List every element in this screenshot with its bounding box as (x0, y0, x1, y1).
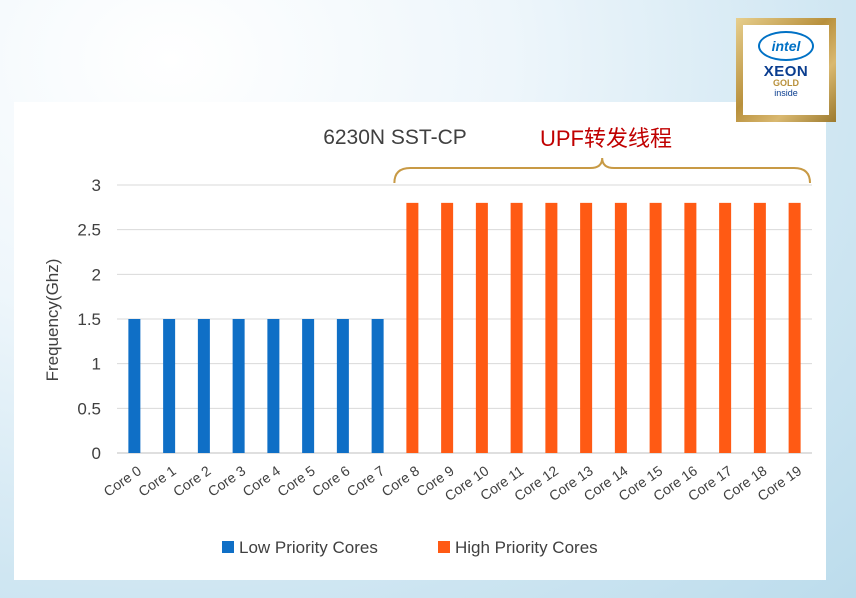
badge-inner: intel XEON GOLD inside (743, 25, 829, 115)
y-tick-label: 3 (92, 176, 101, 195)
x-tick-label: Core 1 (135, 462, 179, 499)
bar-core-16 (684, 202, 697, 453)
bar-core-18 (753, 202, 766, 453)
x-tick-label: Core 8 (378, 462, 422, 499)
chart-title: 6230N SST-CP (323, 126, 467, 149)
bar-core-15 (649, 202, 662, 453)
bar-core-6 (336, 319, 349, 453)
bar-core-1 (163, 319, 176, 453)
bars (128, 202, 801, 453)
inside-label: inside (774, 88, 798, 98)
y-tick-label: 1 (92, 355, 101, 374)
y-tick-label: 0 (92, 444, 101, 463)
bar-core-3 (232, 319, 245, 453)
legend-swatch (438, 541, 450, 553)
x-tick-label: Core 2 (170, 462, 214, 499)
bar-core-17 (719, 202, 732, 453)
xeon-label: XEON (763, 63, 809, 80)
x-tick-label: Core 0 (100, 462, 144, 499)
x-tick-label: Core 5 (274, 462, 318, 499)
annotation-brace (393, 157, 811, 184)
bar-core-9 (441, 202, 454, 453)
y-tick-label: 1.5 (77, 310, 101, 329)
bar-core-5 (302, 319, 315, 453)
bar-core-0 (128, 319, 141, 453)
bar-core-8 (406, 202, 419, 453)
bar-core-13 (580, 202, 593, 453)
y-tick-label: 2 (92, 265, 101, 284)
bar-core-12 (545, 202, 558, 453)
bar-core-14 (614, 202, 627, 453)
legend: Low Priority Cores High Priority Cores (222, 538, 598, 557)
gold-label: GOLD (773, 78, 799, 88)
y-tick-label: 2.5 (77, 221, 101, 240)
x-tick-label: Core 7 (344, 462, 388, 499)
legend-label: Low Priority Cores (239, 538, 378, 557)
x-tick-label: Core 3 (205, 462, 249, 499)
chart-annotation: UPF转发线程 (540, 126, 672, 151)
intel-logo: intel (758, 31, 814, 61)
bar-core-11 (510, 202, 523, 453)
intel-xeon-gold-badge: intel XEON GOLD inside (736, 18, 836, 122)
bar-core-4 (267, 319, 280, 453)
y-axis-ticks: 0 0.5 1 1.5 2 2.5 3 (77, 176, 101, 463)
y-tick-label: 0.5 (77, 399, 101, 418)
bar-core-2 (197, 319, 210, 453)
bar-core-10 (475, 202, 488, 453)
bar-core-19 (788, 202, 801, 453)
y-axis-label: Frequency(Ghz) (43, 259, 62, 382)
x-tick-label: Core 6 (309, 462, 353, 499)
bar-core-7 (371, 319, 384, 453)
x-tick-label: Core 4 (239, 462, 283, 499)
legend-label: High Priority Cores (455, 538, 598, 557)
gridlines (117, 184, 812, 409)
legend-swatch (222, 541, 234, 553)
